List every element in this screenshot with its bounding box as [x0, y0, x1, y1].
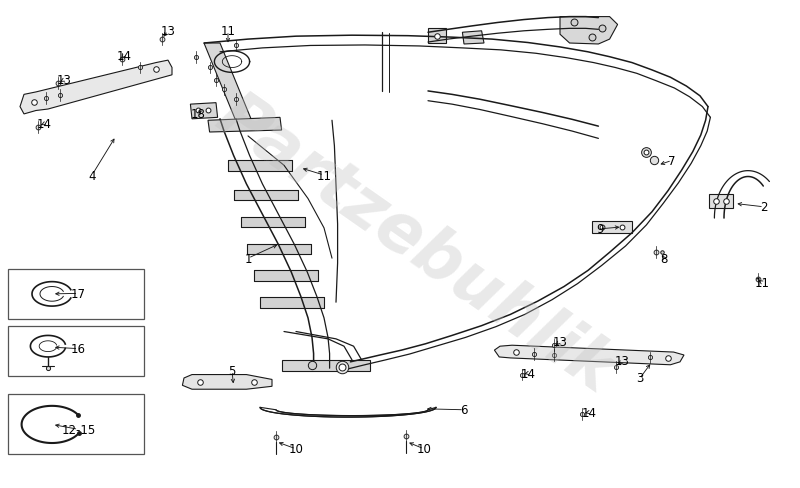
Text: 9: 9	[596, 223, 604, 236]
Text: 12-15: 12-15	[62, 423, 95, 436]
Text: 16: 16	[71, 343, 86, 355]
Polygon shape	[190, 103, 218, 120]
Text: 13: 13	[57, 74, 71, 87]
Text: 13: 13	[615, 355, 630, 367]
Bar	[8, 326, 144, 376]
Text: 8: 8	[660, 252, 668, 265]
Text: 11: 11	[317, 169, 331, 182]
Polygon shape	[494, 346, 684, 365]
Polygon shape	[182, 375, 272, 389]
Bar	[8, 269, 144, 320]
Text: 1: 1	[244, 252, 252, 265]
Text: 5: 5	[228, 365, 236, 377]
Bar	[8, 394, 144, 454]
Polygon shape	[709, 194, 733, 209]
Polygon shape	[592, 222, 632, 233]
Text: 10: 10	[417, 443, 431, 455]
Text: 13: 13	[553, 335, 567, 348]
Polygon shape	[20, 61, 172, 115]
Polygon shape	[428, 29, 446, 44]
Polygon shape	[254, 271, 318, 282]
Text: 2: 2	[760, 201, 768, 214]
Polygon shape	[260, 298, 324, 308]
Polygon shape	[204, 44, 252, 122]
Text: 7: 7	[668, 155, 676, 167]
Text: 14: 14	[117, 50, 131, 62]
Polygon shape	[228, 161, 292, 172]
Text: 3: 3	[636, 372, 644, 385]
Text: Partzebuhlik: Partzebuhlik	[204, 82, 628, 406]
Text: 14: 14	[37, 118, 51, 131]
Text: 13: 13	[161, 25, 175, 38]
Polygon shape	[462, 32, 484, 45]
Text: 18: 18	[191, 108, 206, 121]
Text: 17: 17	[71, 287, 86, 300]
Polygon shape	[560, 18, 618, 45]
Text: 10: 10	[289, 443, 303, 455]
Text: 14: 14	[521, 367, 535, 380]
Text: 11: 11	[221, 25, 235, 38]
Polygon shape	[282, 360, 370, 371]
Polygon shape	[208, 118, 282, 133]
Polygon shape	[241, 217, 305, 228]
Text: 6: 6	[460, 404, 468, 416]
Polygon shape	[234, 190, 298, 201]
Text: 14: 14	[582, 406, 596, 419]
Polygon shape	[247, 244, 311, 255]
Text: 11: 11	[755, 277, 770, 289]
Text: 4: 4	[88, 169, 96, 182]
